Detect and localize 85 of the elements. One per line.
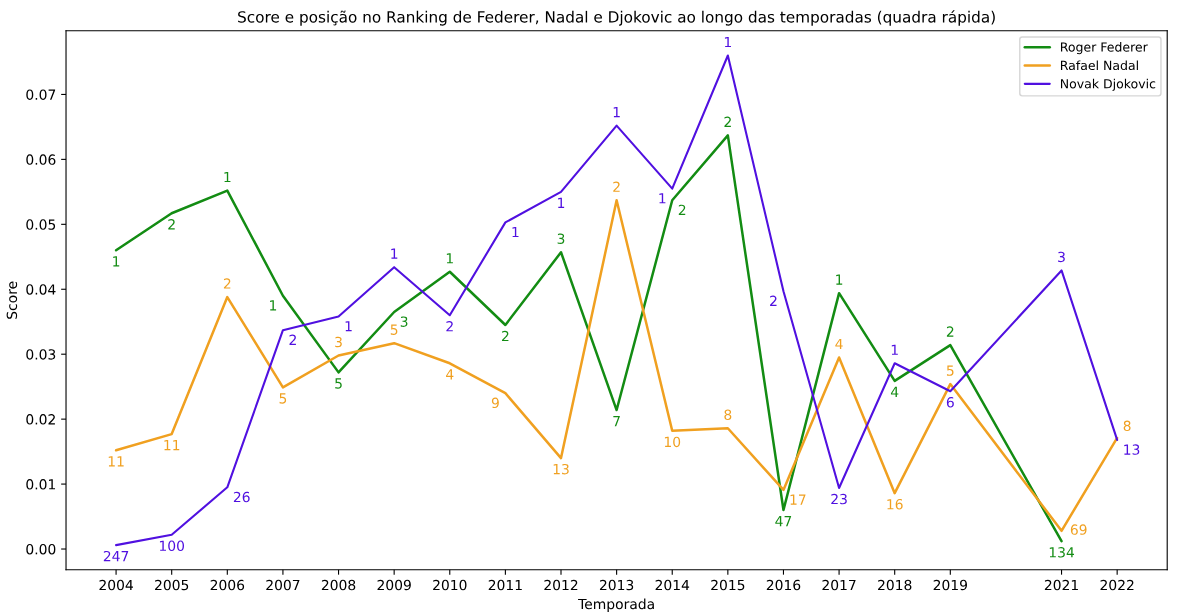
- annotation: 2: [770, 295, 777, 306]
- annotation: 13: [1124, 444, 1140, 455]
- x-tick-label: 2006: [210, 579, 245, 591]
- x-tick-label: 2010: [433, 579, 467, 591]
- annotation: 69: [1070, 524, 1087, 535]
- x-tick-label: 2017: [822, 579, 856, 591]
- x-tick-label: 2004: [99, 579, 133, 591]
- x-tick-label: 2014: [655, 579, 690, 591]
- annotation: 2: [946, 326, 954, 337]
- annotation: 5: [279, 393, 287, 404]
- y-tick-label: 0.04: [26, 284, 56, 295]
- x-tick-label: 2007: [266, 579, 300, 591]
- annotation: 2: [501, 330, 509, 342]
- annotation: 247: [103, 550, 129, 562]
- x-tick-label: 2008: [321, 579, 356, 591]
- annotation: 1: [446, 253, 453, 264]
- annotation: 4: [446, 369, 454, 380]
- annotation: 23: [831, 493, 847, 505]
- x-tick-label: 2009: [377, 579, 411, 591]
- x-tick-label: 2013: [599, 579, 634, 591]
- y-tick-label: 0.05: [26, 219, 56, 230]
- annotation: 1: [724, 36, 731, 48]
- x-tick-label: 2022: [1100, 579, 1134, 591]
- annotation: 4: [890, 386, 899, 397]
- annotation: 10: [664, 436, 681, 448]
- annotation: 26: [233, 491, 250, 503]
- annotation: 100: [159, 540, 185, 552]
- annotation: 1: [558, 197, 565, 208]
- y-tick-label: 0.07: [26, 89, 56, 100]
- annotation: 17: [790, 494, 806, 505]
- y-tick-label: 0.02: [26, 414, 55, 425]
- annotation: 1: [891, 344, 898, 355]
- annotation: 3: [400, 316, 408, 327]
- annotation: 11: [164, 440, 180, 451]
- annotation: 4: [835, 338, 843, 349]
- annotation: 2: [168, 219, 175, 230]
- x-tick-label: 2019: [933, 579, 968, 591]
- x-tick-label: 2016: [766, 579, 801, 591]
- y-tick-label: 0.03: [26, 349, 56, 360]
- annotation: 1: [659, 193, 666, 204]
- annotation: 1: [113, 256, 120, 267]
- annotation: 2: [446, 321, 453, 332]
- annotation: 3: [1058, 251, 1065, 263]
- annotation: 47: [775, 516, 792, 527]
- annotation: 1: [270, 300, 277, 311]
- y-tick-label: 0.00: [26, 543, 56, 555]
- annotation: 13: [553, 463, 569, 475]
- annotation: 16: [887, 498, 903, 510]
- legend-label: Roger Federer: [1060, 42, 1148, 55]
- annotation: 5: [946, 365, 954, 376]
- annotation: 8: [724, 409, 732, 420]
- annotation: 3: [335, 336, 342, 348]
- annotation: 5: [335, 378, 342, 389]
- annotation: 6: [946, 397, 954, 408]
- annotation: 2: [613, 181, 620, 192]
- annotation: 9: [491, 397, 499, 409]
- y-axis-title: Score: [6, 281, 18, 319]
- annotation: 2: [223, 278, 231, 289]
- x-tick-label: 2011: [488, 579, 522, 591]
- annotation: 1: [836, 274, 843, 285]
- x-tick-label: 2021: [1044, 579, 1078, 591]
- y-tick-label: 0.01: [26, 479, 56, 490]
- annotation: 1: [613, 107, 620, 118]
- annotation: 2: [724, 116, 731, 127]
- annotation: 2: [289, 334, 296, 345]
- legend-label: Rafael Nadal: [1060, 60, 1138, 71]
- annotation: 5: [390, 324, 398, 335]
- x-tick-label: 2018: [878, 579, 912, 591]
- annotation: 1: [345, 321, 352, 332]
- annotation: 134: [1049, 547, 1075, 558]
- chart-title: Score e posição no Ranking de Federer, Nadal e Djokovic ao longo das temporadas (quadra rápida): [238, 10, 995, 26]
- annotation: 1: [512, 226, 519, 238]
- y-tick-label: 0.06: [26, 154, 56, 165]
- x-tick-label: 2012: [544, 579, 578, 591]
- x-tick-label: 2005: [155, 579, 189, 591]
- annotation: 7: [613, 416, 620, 427]
- x-axis-title: Temporada: [578, 598, 654, 612]
- annotation: 8: [1123, 420, 1131, 432]
- x-tick-label: 2015: [711, 579, 745, 591]
- annotation: 3: [557, 233, 565, 244]
- annotation: 1: [224, 171, 231, 183]
- annotation: 11: [108, 456, 124, 467]
- legend-label: Novak Djokovic: [1060, 78, 1156, 91]
- annotation: 1: [391, 248, 398, 259]
- annotation: 2: [678, 204, 686, 216]
